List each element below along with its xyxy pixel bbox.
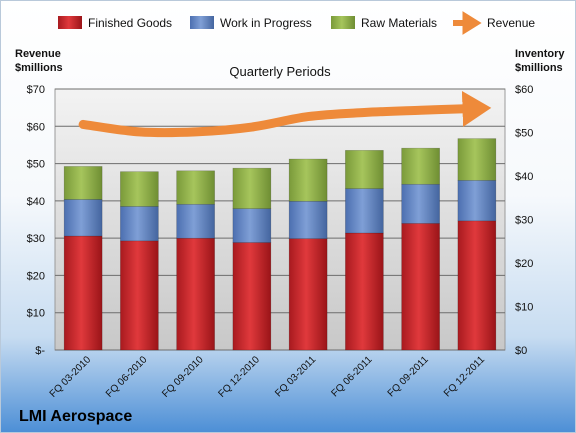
left-tick-label: $20	[27, 270, 45, 282]
left-tick-label: $30	[27, 233, 45, 245]
x-tick-label: FQ 09-2011	[386, 354, 431, 399]
legend-label-revenue: Revenue	[487, 16, 535, 30]
bar-finished-goods	[288, 238, 328, 351]
bar-work-in-progress	[457, 180, 497, 222]
bar-work-in-progress	[401, 183, 440, 224]
right-tick-label: $10	[515, 302, 533, 314]
left-tick-label: $40	[27, 196, 45, 208]
x-tick-label: FQ 03-2011	[273, 354, 318, 399]
legend-label-finished-goods: Finished Goods	[88, 16, 172, 30]
legend-swatch-work-in-progress	[190, 16, 214, 29]
bars	[63, 138, 497, 351]
left-tick-label: $50	[27, 159, 45, 171]
x-axis-ticks: FQ 03-2010 FQ 06-2010 FQ 09-2010 FQ 12-2010…	[48, 354, 488, 400]
legend-swatch-raw-materials	[331, 16, 355, 29]
bar-work-in-progress	[63, 199, 103, 237]
bar-raw-materials	[176, 170, 215, 205]
right-tick-label: $20	[515, 258, 533, 270]
right-tick-label: $50	[515, 128, 533, 140]
x-tick-label: FQ 06-2010	[104, 354, 150, 400]
bar-finished-goods	[345, 232, 384, 351]
legend-label-raw-materials: Raw Materials	[361, 16, 437, 30]
bar-finished-goods	[232, 242, 272, 351]
legend-swatch-finished-goods	[58, 16, 82, 29]
bar-finished-goods	[120, 240, 159, 351]
left-tick-label: $10	[27, 308, 45, 320]
left-axis-title-line1: Revenue	[15, 48, 61, 60]
revenue-series-line	[78, 90, 492, 138]
bar-raw-materials	[63, 166, 103, 200]
bar-work-in-progress	[120, 206, 159, 242]
bar-raw-materials	[401, 147, 440, 185]
legend-label-work-in-progress: Work in Progress	[220, 16, 312, 30]
chart-title: Quarterly Periods	[229, 64, 331, 79]
company-name: LMI Aerospace	[19, 408, 132, 425]
legend: Finished Goods Work in Progress Raw Mate…	[58, 11, 535, 35]
bar-work-in-progress	[345, 188, 384, 234]
bar-finished-goods	[63, 235, 103, 351]
bar-work-in-progress	[232, 208, 272, 243]
right-tick-label: $40	[515, 171, 533, 183]
right-tick-label: $30	[515, 215, 533, 227]
right-tick-label: $0	[515, 345, 527, 357]
left-axis-title-line2: $millions	[15, 62, 63, 74]
x-tick-label: FQ 06-2011	[330, 354, 375, 399]
bar-finished-goods	[457, 220, 497, 351]
bar-raw-materials	[232, 167, 272, 209]
x-tick-label: FQ 03-2010	[48, 354, 94, 400]
right-axis-title-line1: Inventory	[515, 48, 565, 60]
bar-finished-goods	[401, 223, 440, 351]
bar-work-in-progress	[176, 203, 215, 239]
right-axis-title-line2: $millions	[515, 62, 563, 74]
bar-work-in-progress	[288, 200, 328, 239]
left-tick-label: $70	[27, 84, 45, 96]
bar-finished-goods	[176, 237, 215, 351]
right-tick-label: $60	[515, 84, 533, 96]
x-tick-label: FQ 12-2011	[442, 354, 487, 399]
bar-raw-materials	[288, 158, 328, 202]
bar-raw-materials	[345, 150, 384, 189]
left-axis-ticks: $- $10 $20 $30 $40 $50 $60 $70	[27, 84, 46, 357]
x-tick-label: FQ 09-2010	[160, 354, 206, 400]
revenue-line	[78, 90, 492, 138]
right-axis-ticks: $0 $10 $20 $30 $40 $50 $60	[515, 84, 533, 357]
bar-raw-materials	[120, 171, 159, 207]
left-tick-label: $-	[35, 345, 45, 357]
x-tick-label: FQ 12-2010	[216, 354, 262, 400]
left-tick-label: $60	[27, 121, 45, 133]
bar-raw-materials	[457, 138, 497, 181]
